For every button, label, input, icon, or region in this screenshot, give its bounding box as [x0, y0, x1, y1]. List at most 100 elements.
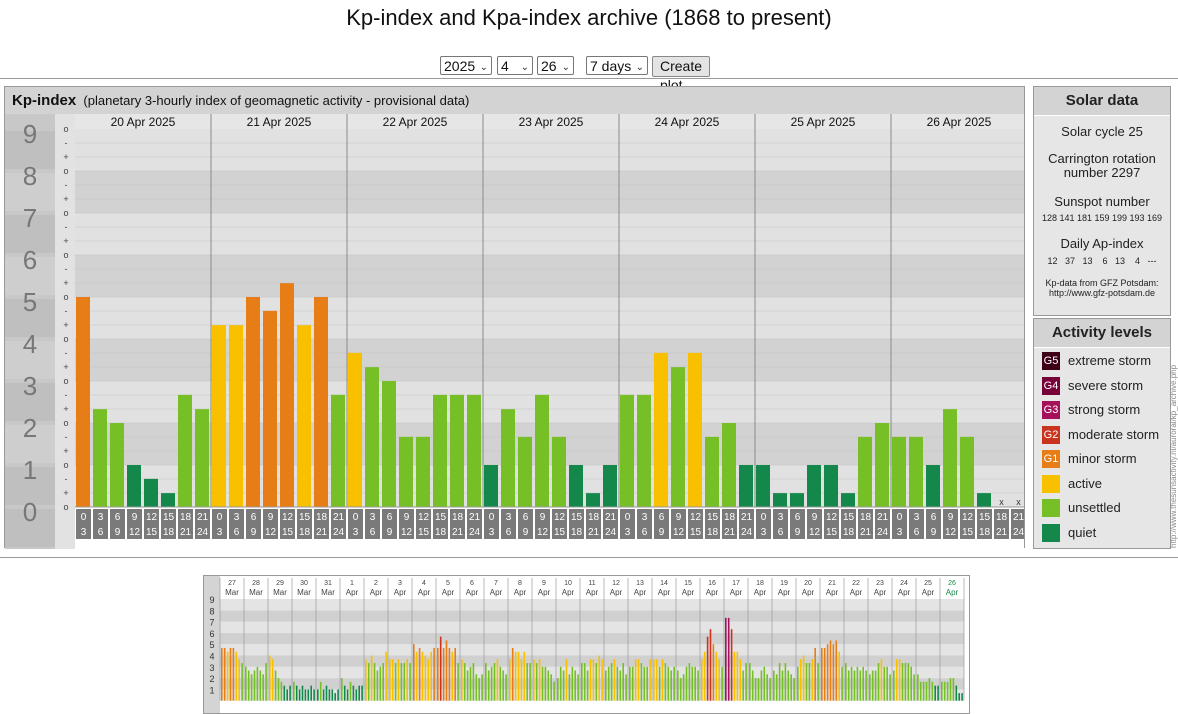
overview-bar	[862, 666, 864, 701]
overview-day-number: 27	[228, 580, 236, 587]
overview-bar	[409, 663, 411, 701]
slot-tile	[569, 509, 584, 539]
overview-bar	[322, 689, 325, 701]
kp-bar	[161, 493, 175, 507]
slot-end-label: 24	[197, 527, 209, 538]
sub-tick-label: +	[63, 404, 68, 414]
y-tick-label: 0	[23, 497, 37, 527]
chevron-down-icon: ⌄	[520, 62, 529, 73]
overview-y-tick: 6	[209, 629, 214, 639]
slot-end-label: 15	[282, 527, 294, 538]
slot-end-label: 6	[234, 527, 240, 538]
overview-bar	[533, 659, 535, 701]
overview-bar	[301, 685, 304, 701]
overview-bar	[760, 670, 763, 701]
overview-bar	[523, 651, 526, 701]
slot-start-label: 21	[1013, 512, 1024, 523]
overview-bar	[331, 689, 334, 701]
overview-bar	[400, 663, 403, 701]
sub-tick-label: +	[63, 446, 68, 456]
legend-swatch	[1042, 523, 1060, 542]
day-label: 20 Apr 2025	[111, 115, 176, 129]
slot-tile	[280, 509, 295, 539]
day-select[interactable]: 26 ⌄	[537, 56, 574, 75]
overview-bar	[514, 651, 517, 701]
overview-bar	[520, 659, 523, 701]
kp-bar	[365, 367, 379, 507]
slot-tile	[926, 509, 941, 539]
overview-bar	[577, 674, 579, 701]
slot-end-label: 18	[163, 527, 175, 538]
overview-bar	[370, 655, 373, 701]
slot-start-label: 3	[98, 512, 104, 523]
overview-bar	[361, 685, 363, 701]
overview-bar	[505, 674, 507, 701]
span-select[interactable]: 7 days ⌄	[586, 56, 648, 75]
overview-bar	[376, 670, 379, 701]
overview-bar	[250, 674, 253, 701]
sub-tick-label: -	[65, 138, 68, 148]
chevron-down-icon: ⌄	[635, 62, 644, 73]
overview-bar	[241, 663, 243, 701]
overview-band	[220, 621, 964, 633]
overview-bar	[958, 693, 960, 701]
overview-bar	[850, 666, 853, 701]
slot-start-label: 18	[588, 512, 600, 523]
overview-bar	[739, 659, 742, 701]
overview-bar	[379, 666, 382, 701]
slot-start-label: 6	[251, 512, 257, 523]
create-plot-button[interactable]: Create plot	[652, 56, 711, 93]
divider	[0, 78, 1178, 79]
month-select[interactable]: 4 ⌄	[497, 56, 533, 75]
overview-bar	[889, 674, 891, 701]
sunspot-label: Sunspot number	[1054, 194, 1150, 209]
legend-swatch: G2	[1042, 425, 1060, 444]
overview-bar	[421, 651, 424, 701]
overview-bar	[778, 663, 781, 701]
kp-bar	[229, 325, 243, 507]
overview-y-tick: 1	[209, 685, 214, 695]
slot-start-label: 21	[469, 512, 481, 523]
overview-bar	[853, 670, 856, 701]
overview-bar	[461, 659, 463, 701]
year-select[interactable]: 2025 ⌄	[440, 56, 492, 75]
overview-bar	[730, 629, 733, 701]
overview-day-number: 6	[470, 580, 474, 587]
overview-bar	[931, 681, 934, 701]
overview-y-tick: 2	[209, 674, 214, 684]
kp-chart-panel: Kp-index (planetary 3-hourly index of ge…	[4, 86, 1025, 549]
kp-bar	[348, 352, 362, 507]
slot-start-label: 21	[877, 512, 889, 523]
slot-tile	[110, 509, 125, 539]
overview-bar	[469, 666, 472, 701]
overview-bar	[259, 670, 262, 701]
overview-bar	[289, 685, 291, 701]
slot-tile	[620, 509, 635, 539]
overview-bar	[424, 655, 427, 701]
overview-month-label: Apr	[754, 588, 767, 597]
overview-month-label: Mar	[249, 588, 263, 597]
overview-day-number: 17	[732, 580, 740, 587]
overview-bar	[946, 681, 949, 701]
slot-start-label: 3	[234, 512, 240, 523]
overview-month-label: Mar	[321, 588, 335, 597]
legend-label: active	[1068, 475, 1102, 491]
day-label: 22 Apr 2025	[383, 115, 448, 129]
overview-bar	[607, 666, 610, 701]
overview-bar	[262, 674, 264, 701]
overview-bar	[221, 647, 223, 701]
kp-bar	[824, 465, 838, 507]
slot-tile	[450, 509, 465, 539]
slot-end-label: 15	[554, 527, 566, 538]
overview-bar	[949, 678, 952, 701]
overview-day-number: 19	[780, 580, 788, 587]
overview-bar	[472, 663, 475, 701]
overview-bar	[913, 674, 915, 701]
kp-bar	[671, 367, 685, 507]
overview-bar	[622, 663, 624, 701]
overview-bar	[859, 670, 862, 701]
kp-chart-subtitle: (planetary 3-hourly index of geomagnetic…	[83, 93, 470, 108]
overview-band	[220, 666, 964, 679]
overview-bar	[736, 651, 739, 701]
overview-bar	[733, 651, 736, 701]
